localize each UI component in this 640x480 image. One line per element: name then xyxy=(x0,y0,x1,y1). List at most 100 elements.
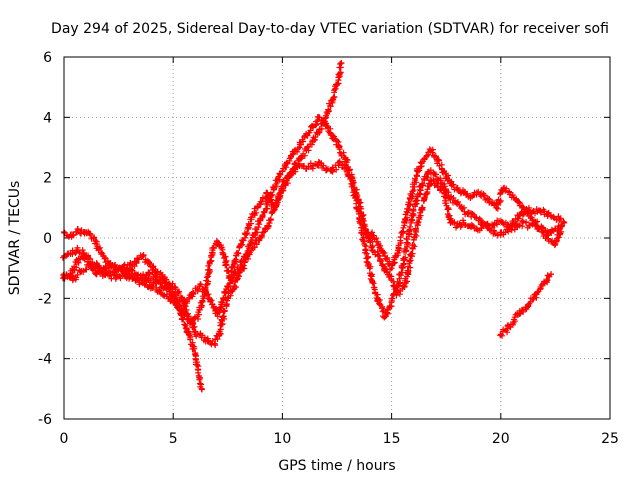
data-point xyxy=(530,295,537,302)
data-point xyxy=(349,174,356,181)
data-point xyxy=(74,228,81,235)
y-axis-label: SDTVAR / TECUs xyxy=(7,181,23,296)
data-point xyxy=(231,271,238,278)
y-tick-label: 6 xyxy=(43,50,52,66)
data-point xyxy=(257,216,264,223)
data-point xyxy=(303,132,310,139)
data-point xyxy=(539,228,546,235)
x-tick-label: 0 xyxy=(60,431,69,447)
data-point xyxy=(401,219,408,226)
data-point xyxy=(222,259,229,266)
data-point xyxy=(526,210,533,217)
series-track-d xyxy=(60,113,565,320)
data-point xyxy=(408,253,415,260)
data-point xyxy=(309,138,316,145)
data-point xyxy=(251,244,258,251)
data-point xyxy=(220,313,227,320)
data-point xyxy=(513,195,520,202)
data-point xyxy=(473,189,480,196)
data-point xyxy=(130,274,137,281)
data-point xyxy=(524,304,531,311)
data-point xyxy=(270,204,277,211)
data-point xyxy=(183,325,190,332)
data-point xyxy=(251,210,258,217)
data-point xyxy=(473,225,480,232)
data-point xyxy=(148,283,155,290)
data-point xyxy=(303,147,310,154)
data-point xyxy=(421,156,428,163)
data-point xyxy=(537,286,544,293)
data-point xyxy=(406,228,413,235)
data-point xyxy=(218,301,225,308)
data-point xyxy=(506,189,513,196)
data-point xyxy=(216,331,223,338)
data-point xyxy=(329,132,336,139)
x-tick-label: 20 xyxy=(492,431,510,447)
data-point xyxy=(386,304,393,311)
data-point xyxy=(152,274,159,281)
data-point xyxy=(447,219,454,226)
data-point xyxy=(408,192,415,199)
data-point xyxy=(296,162,303,169)
data-point xyxy=(342,156,349,163)
data-point xyxy=(113,265,120,272)
data-point xyxy=(237,262,244,269)
data-point xyxy=(159,277,166,284)
data-point xyxy=(323,120,330,127)
data-point xyxy=(552,225,559,232)
data-point xyxy=(460,219,467,226)
data-point xyxy=(93,271,100,278)
data-point xyxy=(336,144,343,151)
data-point xyxy=(434,180,441,187)
data-point xyxy=(303,165,310,172)
data-point xyxy=(283,174,290,181)
data-point xyxy=(139,280,146,287)
data-point xyxy=(122,271,129,278)
data-point xyxy=(244,250,251,257)
data-point xyxy=(187,319,194,326)
data-point xyxy=(78,268,85,275)
data-point xyxy=(139,253,146,260)
data-point xyxy=(296,156,303,163)
data-point xyxy=(382,253,389,260)
data-point xyxy=(427,147,434,154)
data-point xyxy=(486,222,493,229)
data-point xyxy=(157,289,164,296)
data-point xyxy=(395,289,402,296)
data-point xyxy=(309,123,316,130)
data-point xyxy=(388,265,395,272)
data-point xyxy=(517,310,524,317)
data-point xyxy=(264,222,271,229)
data-point xyxy=(382,313,389,320)
data-point xyxy=(283,159,290,166)
data-point xyxy=(198,385,205,392)
data-point xyxy=(67,231,74,238)
data-point xyxy=(548,271,555,278)
data-point xyxy=(550,213,557,220)
data-point xyxy=(296,141,303,148)
series-track-c xyxy=(60,158,568,327)
data-point xyxy=(80,228,87,235)
data-point xyxy=(465,210,472,217)
data-point xyxy=(290,150,297,157)
data-point xyxy=(543,210,550,217)
data-point xyxy=(368,231,375,238)
data-point xyxy=(146,259,153,266)
data-point xyxy=(211,340,218,347)
data-point xyxy=(504,325,511,332)
data-point xyxy=(401,283,408,290)
data-point xyxy=(146,271,153,278)
data-point xyxy=(480,222,487,229)
data-point xyxy=(412,198,419,205)
y-tick-label: 4 xyxy=(43,110,52,126)
data-point xyxy=(277,171,284,178)
data-point xyxy=(506,225,513,232)
data-point xyxy=(196,376,203,383)
data-point xyxy=(419,180,426,187)
data-point xyxy=(499,186,506,193)
data-point xyxy=(447,180,454,187)
tick-labels: 0 5 10 15 20 25 -6 -4 -2 0 2 4 6 xyxy=(38,50,619,447)
data-point xyxy=(224,283,231,290)
data-point xyxy=(323,165,330,172)
data-point xyxy=(368,277,375,284)
